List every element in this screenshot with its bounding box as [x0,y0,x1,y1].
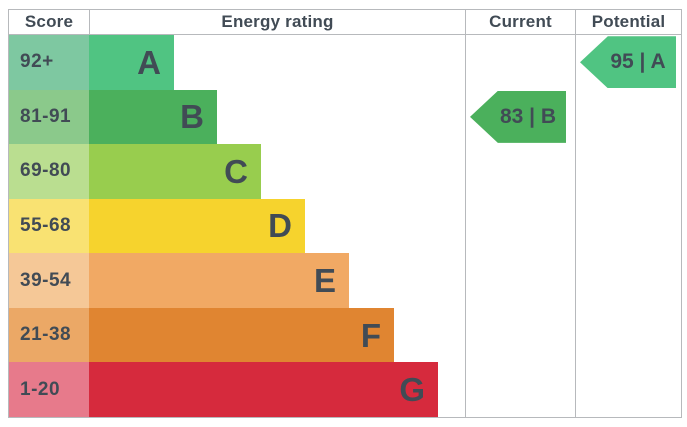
potential-rating-cell [575,89,681,145]
potential-rating-arrow: 95 | A [580,36,676,89]
current-rating-cell [465,253,575,308]
energy-rating-bar: F [89,307,394,363]
band-letter: A [137,43,161,81]
score-range-label: 55-68 [20,214,72,236]
score-range-cell: 21-38 [9,307,89,363]
potential-rating-cell [575,307,681,363]
score-range-cell: 1-20 [9,362,89,417]
energy-rating-bar: E [89,253,349,308]
energy-rating-bar-cell: E [89,253,465,308]
energy-rating-bar: A [89,35,174,90]
energy-rating-bar: G [89,362,438,417]
band-letter: F [360,316,381,354]
score-range-cell: 92+ [9,35,89,90]
energy-rating-bar-cell: F [89,307,465,363]
current-rating-cell: 83 | B [465,89,575,145]
current-rating-arrow: 83 | B [470,90,566,143]
potential-rating-cell [575,253,681,308]
potential-rating-arrow-label: 95 | A [610,50,666,74]
current-rating-cell [465,362,575,417]
current-rating-cell [465,307,575,363]
energy-rating-bar: D [89,198,305,254]
band-letter: C [224,152,248,190]
current-rating-cell [465,198,575,254]
score-range-label: 92+ [20,51,54,73]
energy-rating-bar-cell: B [89,89,465,145]
current-rating-arrow-label: 83 | B [499,104,557,128]
score-range-cell: 55-68 [9,198,89,254]
current-column-header: Current [465,10,575,35]
score-range-label: 39-54 [20,269,72,291]
band-letter: D [268,207,292,245]
band-letter: E [313,262,336,300]
score-range-cell: 39-54 [9,253,89,308]
score-range-label: 69-80 [20,160,72,182]
energy-rating-bar: C [89,144,261,199]
score-range-label: 21-38 [20,324,72,346]
score-column-header: Score [9,10,89,35]
score-range-cell: 81-91 [9,89,89,145]
energy-rating-bar-cell: C [89,144,465,199]
epc-rating-chart: Score Energy rating Current Potential 92… [8,9,682,418]
potential-rating-cell: 95 | A [575,35,681,90]
current-rating-cell [465,144,575,199]
energy-rating-column-header: Energy rating [89,10,465,35]
potential-column-header: Potential [575,10,681,35]
band-letter: B [180,98,204,136]
score-range-label: 81-91 [20,105,72,127]
potential-rating-cell [575,198,681,254]
score-range-cell: 69-80 [9,144,89,199]
potential-rating-cell [575,144,681,199]
score-range-label: 1-20 [20,378,61,400]
current-rating-cell [465,35,575,90]
energy-rating-bar-cell: G [89,362,465,417]
energy-rating-bar-cell: D [89,198,465,254]
band-letter: G [399,371,425,409]
potential-rating-cell [575,362,681,417]
energy-rating-bar: B [89,89,217,145]
energy-rating-bar-cell: A [89,35,465,90]
